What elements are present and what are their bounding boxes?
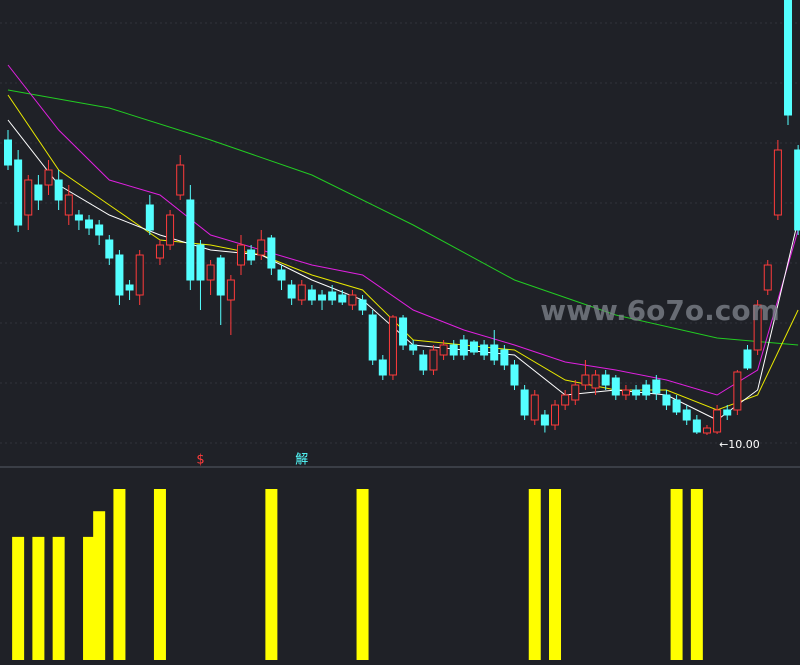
candle-body: [348, 294, 357, 306]
candle-body: [54, 179, 63, 201]
candle-body: [510, 364, 519, 386]
candle-body: [277, 269, 286, 281]
signal-marker: 解: [295, 453, 308, 468]
candle-body: [419, 354, 428, 371]
candle-body: [257, 239, 266, 256]
indicator-bar: [52, 536, 65, 660]
candle-body: [318, 294, 327, 301]
candle-body: [480, 344, 489, 356]
low-price-label: ←10.00: [719, 438, 760, 451]
indicator-bar: [83, 536, 96, 660]
candle-body: [115, 254, 124, 296]
candle-body: [135, 254, 144, 296]
indicator-bar: [265, 489, 278, 660]
candle-body: [186, 199, 195, 281]
candle-body: [621, 389, 630, 396]
candle-body: [449, 344, 458, 356]
indicator-bar: [153, 489, 166, 660]
candle-body: [763, 264, 772, 291]
candle-body: [672, 399, 681, 413]
moving-average-line: [7, 89, 799, 346]
candle-body: [4, 139, 12, 166]
indicator-bar: [356, 489, 369, 660]
indicator-bar: [690, 489, 703, 660]
candle-body: [166, 214, 175, 246]
indicator-bar: [113, 489, 126, 660]
candle-body: [85, 219, 94, 229]
candle-body: [338, 294, 347, 303]
candle-body: [500, 349, 509, 366]
candle-body: [297, 284, 306, 301]
indicator-bar: [528, 489, 541, 660]
candle-body: [236, 244, 245, 266]
candle-body: [551, 404, 560, 426]
candle-body: [399, 317, 408, 346]
candle-body: [571, 384, 580, 401]
candle-body: [530, 394, 539, 421]
candle-body: [247, 249, 256, 261]
candle-body: [328, 291, 337, 301]
candle-body: [307, 289, 316, 301]
candle-body: [196, 244, 205, 281]
candle-body: [14, 159, 23, 226]
candle-body: [358, 299, 367, 311]
candle-body: [44, 169, 53, 186]
candle-body: [682, 409, 691, 421]
candle-body: [267, 237, 276, 269]
signal-marker: $: [196, 453, 204, 468]
candle-body: [226, 279, 235, 301]
candle-body: [702, 427, 711, 434]
candle-body: [95, 224, 104, 236]
candle-body: [520, 389, 529, 416]
candle-body: [206, 264, 215, 281]
candle-body: [368, 314, 377, 361]
candle-body: [662, 394, 671, 406]
indicator-bar: [12, 536, 25, 660]
candle-body: [125, 284, 134, 291]
candle-body: [155, 244, 164, 259]
indicator-bar: [670, 489, 683, 660]
candle-body: [692, 419, 701, 433]
candle-body: [216, 257, 225, 296]
candle-body: [611, 377, 620, 396]
candle-body: [723, 409, 732, 416]
candle-body: [469, 341, 478, 353]
candle-body: [540, 414, 549, 426]
candle-body: [34, 184, 43, 201]
candle-body: [388, 316, 397, 376]
candle-body: [591, 374, 600, 389]
candle-body: [753, 304, 762, 351]
candle-body: [581, 374, 590, 386]
candle-body: [632, 389, 641, 396]
candle-body: [733, 371, 742, 411]
candle-body: [439, 344, 448, 356]
candle-body: [642, 384, 651, 396]
candle-body: [743, 349, 752, 369]
candle-body: [713, 409, 722, 433]
candle-body: [429, 349, 438, 371]
moving-average-line: [7, 64, 799, 396]
candle-body: [652, 379, 661, 394]
candle-body: [105, 239, 114, 259]
candle-body: [784, 0, 793, 116]
candle-body: [561, 394, 570, 406]
indicator-bar: [32, 536, 45, 660]
indicator-bar: [93, 511, 106, 660]
candle-body: [64, 194, 73, 216]
candle-body: [378, 359, 387, 376]
indicator-bar: [549, 489, 562, 660]
watermark: www.6o7o.com: [540, 294, 780, 327]
candle-body: [601, 374, 610, 386]
candle-body: [74, 214, 83, 221]
candle-body: [145, 204, 154, 231]
candle-body: [794, 149, 800, 231]
candle-body: [773, 149, 782, 216]
candle-body: [409, 344, 418, 351]
candle-body: [287, 284, 296, 299]
candle-body: [459, 339, 468, 356]
candle-body: [490, 344, 499, 361]
candle-body: [176, 164, 185, 196]
candle-body: [24, 179, 33, 216]
